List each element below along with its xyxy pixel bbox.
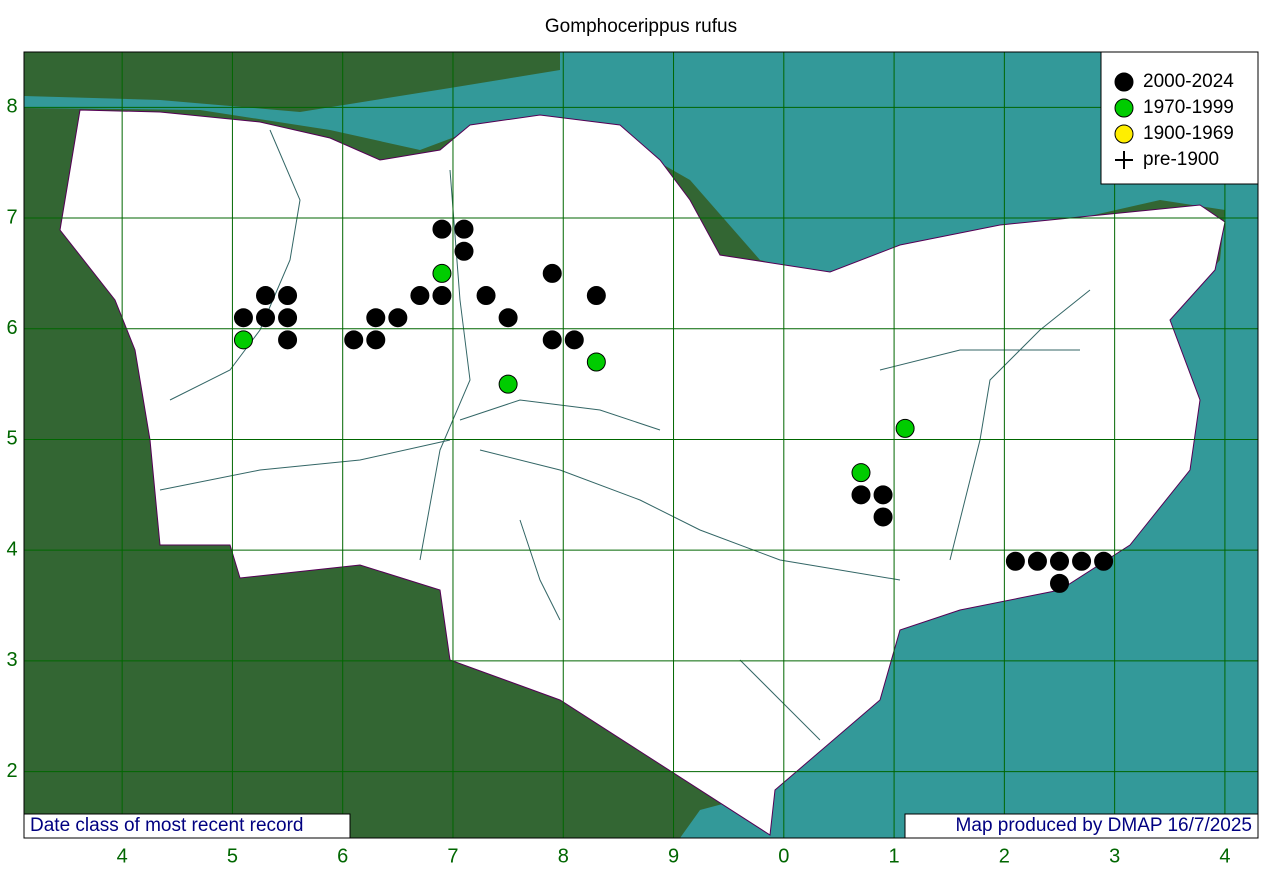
record-dot (542, 330, 562, 350)
record-dot (366, 330, 386, 350)
record-dot (1005, 551, 1025, 571)
record-dot (895, 418, 915, 438)
x-tick-label: 9 (668, 845, 679, 867)
x-tick-label: 0 (778, 845, 789, 867)
record-dot (1072, 551, 1092, 571)
record-dot (256, 286, 276, 306)
record-dot (851, 485, 871, 505)
record-dot (1027, 551, 1047, 571)
footnote-box (904, 813, 1259, 839)
y-tick-label: 6 (6, 317, 17, 339)
legend-label: 2000-2024 (1143, 71, 1234, 92)
y-tick-label: 4 (6, 538, 17, 560)
record-dot (498, 308, 518, 328)
legend-symbol (1115, 151, 1133, 169)
record-dot (542, 263, 562, 283)
x-tick-label: 4 (117, 845, 128, 867)
record-dot (233, 330, 253, 350)
record-dot (586, 286, 606, 306)
x-tick-label: 7 (447, 845, 458, 867)
legend-symbol (1114, 98, 1134, 118)
x-tick-label: 1 (889, 845, 900, 867)
y-tick-label: 3 (6, 649, 17, 671)
sea (24, 52, 1258, 838)
footnote-left: Date class of most recent record (30, 815, 304, 836)
footnote-box (23, 813, 351, 839)
record-dot (432, 263, 452, 283)
y-tick-label: 8 (6, 96, 17, 118)
record-dot (873, 507, 893, 527)
legend-label: 1900-1969 (1143, 123, 1234, 144)
record-dot (454, 241, 474, 261)
record-dot (256, 308, 276, 328)
points (233, 219, 1114, 593)
record-dot (454, 219, 474, 239)
legend-symbol (1114, 72, 1134, 92)
record-dot (586, 352, 606, 372)
record-dot (278, 330, 298, 350)
rivers (159, 129, 1091, 741)
record-dot (1050, 573, 1070, 593)
record-dot (278, 286, 298, 306)
legend-items: 2000-2024 1970-1999 1900-1969 pre-1900 (1114, 71, 1234, 170)
legend-label: pre-1900 (1143, 149, 1219, 170)
record-dot (873, 485, 893, 505)
map-title: Gomphocerippus rufus (545, 16, 737, 37)
record-dot (278, 308, 298, 328)
basemap (24, 52, 1258, 838)
legend-symbol (1114, 124, 1134, 144)
record-dot (498, 374, 518, 394)
record-dot (476, 286, 496, 306)
y-tick-label: 2 (6, 760, 17, 782)
legend-label: 1970-1999 (1143, 97, 1234, 118)
record-dot (432, 286, 452, 306)
record-dot (564, 330, 584, 350)
record-dot (851, 463, 871, 483)
record-dot (1050, 551, 1070, 571)
footnote-right: Map produced by DMAP 16/7/2025 (956, 815, 1252, 836)
x-tick-label: 8 (558, 845, 569, 867)
record-dot (388, 308, 408, 328)
y-tick-label: 7 (6, 206, 17, 228)
x-tick-label: 2 (999, 845, 1010, 867)
county (59, 109, 1226, 836)
y-tick-label: 5 (6, 428, 17, 450)
record-dot (344, 330, 364, 350)
frame (23, 51, 1259, 839)
record-dot (1094, 551, 1114, 571)
x-tick-label: 3 (1109, 845, 1120, 867)
x-tick-label: 5 (227, 845, 238, 867)
x-tick-label: 4 (1219, 845, 1230, 867)
record-dot (366, 308, 386, 328)
record-dot (233, 308, 253, 328)
record-dot (410, 286, 430, 306)
x-tick-label: 6 (337, 845, 348, 867)
record-dot (432, 219, 452, 239)
